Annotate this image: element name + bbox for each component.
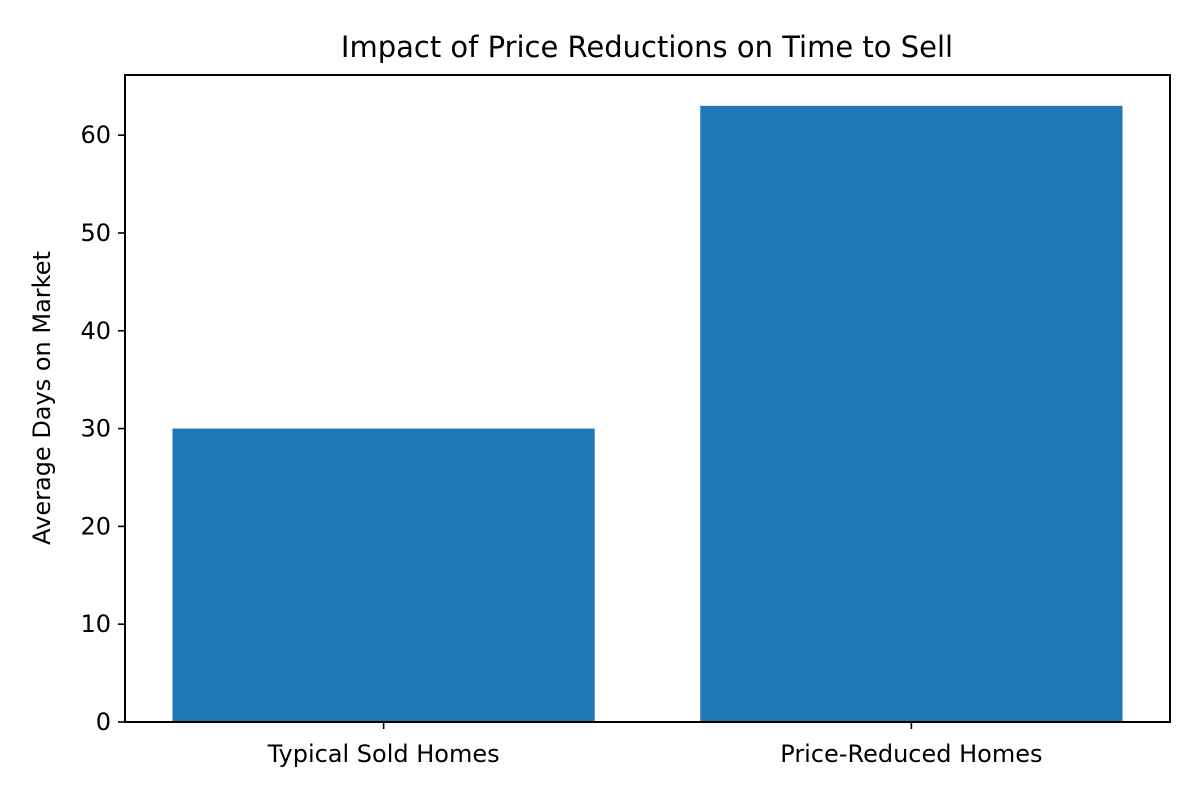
y-tick-label: 40 — [80, 317, 111, 345]
x-tick-label: Typical Sold Homes — [267, 740, 500, 768]
chart-title: Impact of Price Reductions on Time to Se… — [341, 30, 953, 64]
y-tick-label: 60 — [80, 121, 111, 149]
y-tick-label: 20 — [80, 512, 111, 540]
x-tick-label: Price-Reduced Homes — [780, 740, 1042, 768]
x-axis: Typical Sold Homes Price-Reduced Homes — [267, 722, 1042, 768]
bar-1 — [700, 105, 1123, 723]
y-tick-label: 10 — [80, 610, 111, 638]
y-tick-label: 30 — [80, 415, 111, 443]
y-axis-label: Average Days on Market — [28, 251, 56, 545]
y-axis: 0 10 20 30 40 50 60 — [80, 121, 125, 736]
y-tick-label: 50 — [80, 219, 111, 247]
bar-0 — [172, 428, 595, 722]
y-tick-label: 0 — [96, 708, 111, 736]
bars-group — [172, 105, 1123, 723]
plot-frame — [124, 74, 1171, 723]
